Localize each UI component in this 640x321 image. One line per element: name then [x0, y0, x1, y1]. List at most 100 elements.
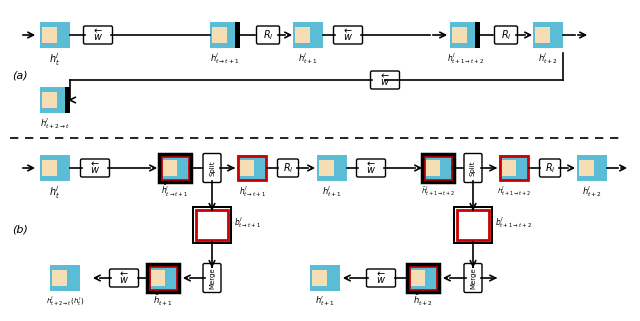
Bar: [319, 160, 334, 177]
Text: Split: Split: [470, 160, 476, 176]
Text: $h_{t+1\rightarrow t+2}^l$: $h_{t+1\rightarrow t+2}^l$: [497, 184, 531, 197]
FancyBboxPatch shape: [367, 269, 396, 287]
Text: $h_t^l$: $h_t^l$: [49, 184, 61, 201]
FancyBboxPatch shape: [333, 26, 362, 44]
Text: $R_l$: $R_l$: [283, 161, 293, 175]
Text: $R_l$: $R_l$: [500, 28, 511, 42]
Text: $\overleftarrow{w}$: $\overleftarrow{w}$: [93, 27, 103, 43]
Text: $h_{t+1}^l$: $h_{t+1}^l$: [298, 51, 318, 66]
Bar: [237, 155, 267, 181]
Bar: [235, 22, 240, 48]
Text: (b): (b): [12, 225, 28, 235]
Bar: [499, 155, 529, 181]
Bar: [40, 155, 70, 181]
Bar: [196, 210, 228, 240]
Bar: [210, 22, 240, 48]
Bar: [577, 155, 607, 181]
Bar: [40, 22, 70, 48]
Bar: [162, 160, 177, 177]
Bar: [42, 160, 57, 177]
Bar: [148, 265, 178, 291]
Bar: [409, 266, 437, 290]
Bar: [407, 264, 439, 292]
Text: $\overleftarrow{w}$: $\overleftarrow{w}$: [380, 72, 390, 88]
Bar: [293, 22, 323, 48]
FancyBboxPatch shape: [495, 26, 518, 44]
Bar: [317, 155, 347, 181]
Bar: [423, 155, 453, 181]
Bar: [238, 156, 266, 180]
Text: $h_{t+2}^l$: $h_{t+2}^l$: [538, 51, 558, 66]
Bar: [161, 156, 189, 180]
Bar: [457, 210, 489, 240]
FancyBboxPatch shape: [464, 153, 482, 183]
Bar: [425, 160, 440, 177]
Text: $h_t^l$: $h_t^l$: [49, 51, 61, 68]
Text: Merge: Merge: [470, 267, 476, 289]
FancyBboxPatch shape: [356, 159, 385, 177]
FancyBboxPatch shape: [81, 159, 109, 177]
Text: $h_{t\rightarrow t+1}^l$: $h_{t\rightarrow t+1}^l$: [239, 184, 266, 199]
FancyBboxPatch shape: [464, 264, 482, 292]
Bar: [150, 270, 165, 286]
Bar: [424, 156, 452, 180]
Bar: [40, 87, 70, 113]
Bar: [410, 270, 425, 286]
FancyBboxPatch shape: [278, 159, 298, 177]
Text: $b_{t+1\rightarrow t+2}^l$: $b_{t+1\rightarrow t+2}^l$: [495, 215, 532, 230]
Text: $h_{t+1\rightarrow t+2}^l$: $h_{t+1\rightarrow t+2}^l$: [447, 51, 483, 66]
Text: $R_l$: $R_l$: [545, 161, 556, 175]
Bar: [149, 266, 177, 290]
Bar: [160, 155, 190, 181]
Text: Split: Split: [209, 160, 215, 176]
Bar: [535, 27, 550, 43]
Text: Merge: Merge: [209, 267, 215, 289]
Text: (a): (a): [12, 70, 28, 80]
Bar: [212, 27, 227, 43]
Bar: [239, 160, 254, 177]
Text: $\bar{h}_{t+2}$: $\bar{h}_{t+2}$: [413, 294, 433, 308]
Bar: [50, 265, 80, 291]
Text: $h_{t+1}'$: $h_{t+1}'$: [315, 294, 335, 308]
Text: $b_{t\rightarrow t+1}^l$: $b_{t\rightarrow t+1}^l$: [234, 215, 261, 230]
FancyBboxPatch shape: [109, 269, 138, 287]
Text: $h_{t+1}^l$: $h_{t+1}^l$: [322, 184, 342, 199]
Bar: [452, 27, 467, 43]
Bar: [500, 156, 528, 180]
FancyBboxPatch shape: [203, 153, 221, 183]
Bar: [453, 206, 493, 244]
Text: $\overleftarrow{w}$: $\overleftarrow{w}$: [376, 270, 386, 286]
Bar: [194, 208, 230, 242]
Bar: [42, 27, 57, 43]
Bar: [147, 264, 179, 292]
Bar: [192, 206, 232, 244]
Bar: [312, 270, 327, 286]
Text: $\overleftarrow{w}$: $\overleftarrow{w}$: [366, 160, 376, 176]
Text: $h_{t+2\rightarrow t}^l\,(h_t')$: $h_{t+2\rightarrow t}^l\,(h_t')$: [46, 294, 84, 308]
FancyBboxPatch shape: [540, 159, 561, 177]
Bar: [533, 22, 563, 48]
Bar: [475, 22, 480, 48]
FancyBboxPatch shape: [203, 264, 221, 292]
Bar: [455, 208, 491, 242]
Text: $h_{t+2}^l$: $h_{t+2}^l$: [582, 184, 602, 199]
Bar: [159, 154, 191, 182]
Text: $\bar{h}_{t+1}$: $\bar{h}_{t+1}$: [153, 294, 173, 308]
Bar: [295, 27, 310, 43]
Bar: [501, 160, 516, 177]
Text: $\bar{h}_{t+1\rightarrow t+2}^l$: $\bar{h}_{t+1\rightarrow t+2}^l$: [421, 184, 455, 197]
Bar: [579, 160, 594, 177]
Bar: [65, 87, 70, 113]
Text: $\overleftarrow{w}$: $\overleftarrow{w}$: [90, 160, 100, 176]
Text: $\bar{h}_{t\rightarrow t+1}^l$: $\bar{h}_{t\rightarrow t+1}^l$: [161, 184, 189, 199]
Bar: [408, 265, 438, 291]
Text: $\overleftarrow{w}$: $\overleftarrow{w}$: [119, 270, 129, 286]
Bar: [42, 91, 57, 108]
Bar: [310, 265, 340, 291]
FancyBboxPatch shape: [257, 26, 280, 44]
FancyBboxPatch shape: [371, 71, 399, 89]
FancyBboxPatch shape: [83, 26, 113, 44]
Text: $R_l$: $R_l$: [262, 28, 273, 42]
Text: $h_{t\rightarrow t+1}^l$: $h_{t\rightarrow t+1}^l$: [211, 51, 240, 66]
Bar: [52, 270, 67, 286]
